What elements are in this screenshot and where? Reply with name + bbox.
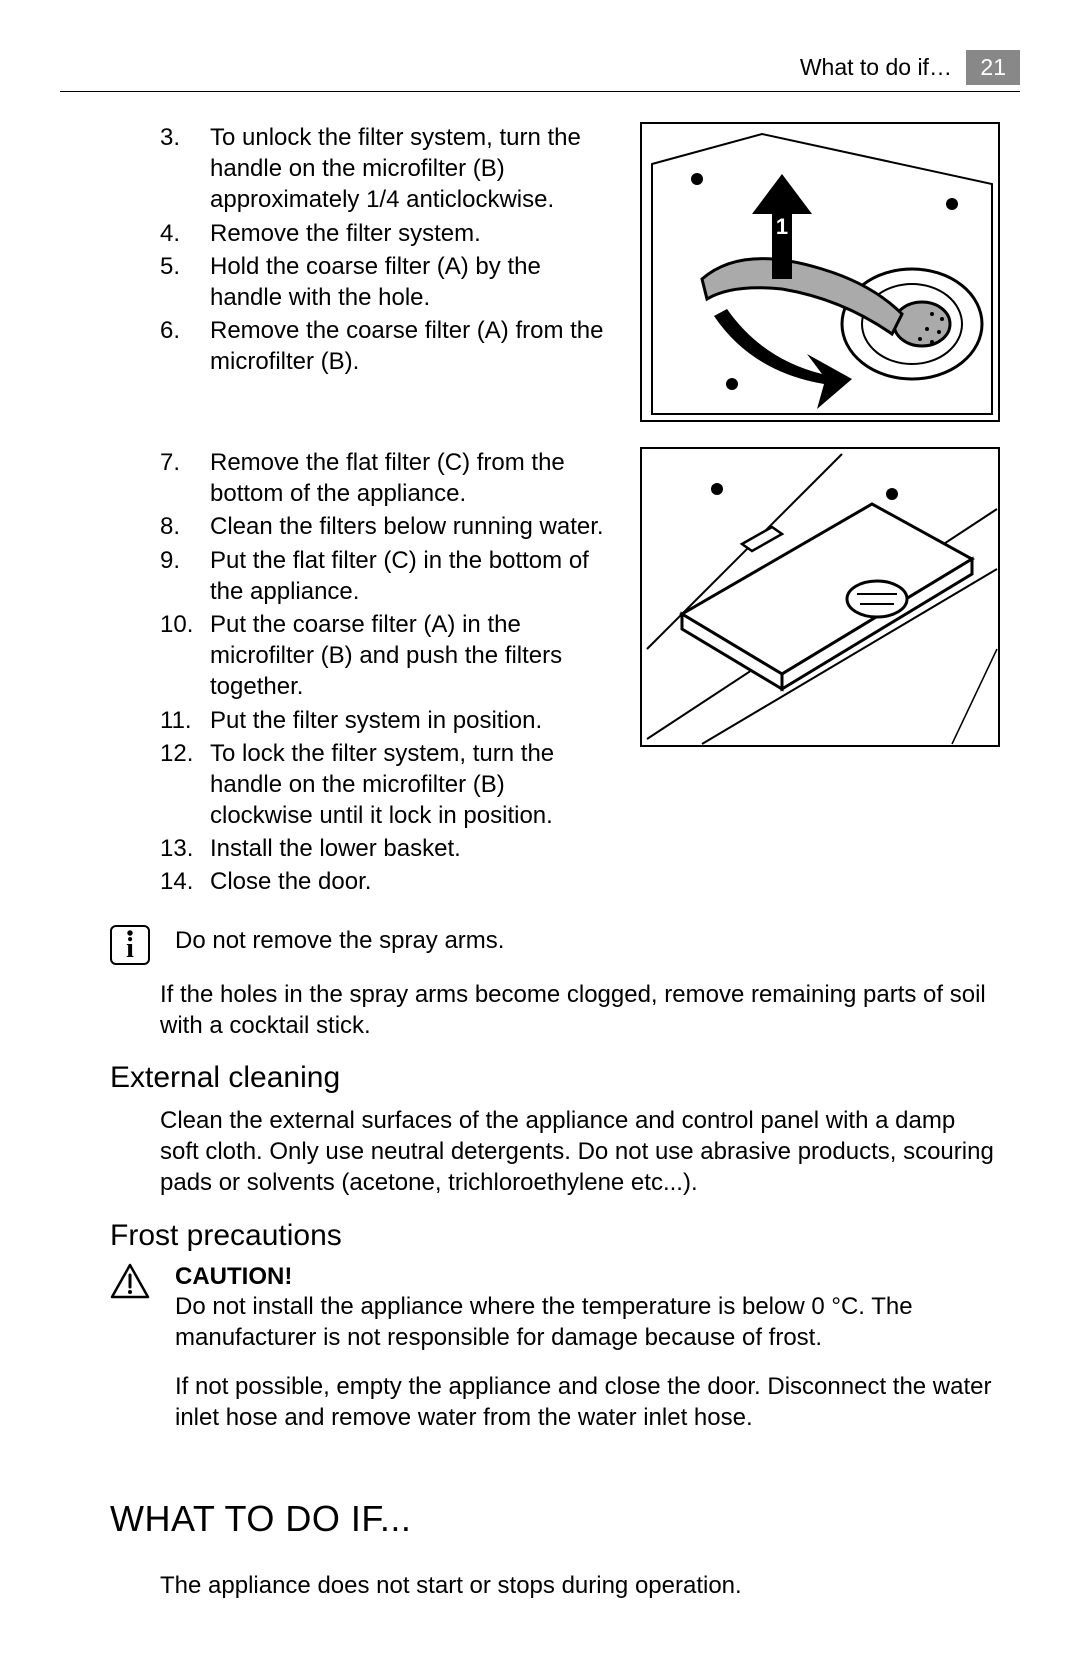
- list-item: 12.To lock the filter system, turn the h…: [160, 738, 610, 832]
- list-item: 8.Clean the filters below running water.: [160, 511, 610, 542]
- figure-filter-unlock: 1 2: [640, 122, 1000, 422]
- subheading-frost-precautions: Frost precautions: [110, 1219, 1020, 1253]
- list-item: 4.Remove the filter system.: [160, 218, 610, 249]
- external-cleaning-paragraph: Clean the external surfaces of the appli…: [160, 1105, 1000, 1199]
- info-note: Do not remove the spray arms.: [175, 925, 504, 956]
- list-item: 13.Install the lower basket.: [160, 833, 610, 864]
- page-header: What to do if… 21: [60, 50, 1020, 92]
- warning-icon: [110, 1263, 150, 1299]
- list-item: 10.Put the coarse filter (A) in the micr…: [160, 609, 610, 703]
- figure-flat-filter: [640, 447, 1000, 747]
- header-page-number: 21: [966, 50, 1020, 85]
- caution-label: CAUTION!: [175, 1263, 1000, 1291]
- list-item: 9.Put the flat filter (C) in the bottom …: [160, 545, 610, 607]
- caution-body: Do not install the appliance where the t…: [175, 1291, 1000, 1353]
- list-item: 6.Remove the coarse filter (A) from the …: [160, 315, 610, 377]
- main-heading-what-to-do: WHAT TO DO IF...: [110, 1498, 1020, 1540]
- info-icon: i: [110, 925, 150, 965]
- svg-text:1: 1: [776, 214, 788, 239]
- svg-text:2: 2: [756, 319, 768, 344]
- spray-arms-paragraph: If the holes in the spray arms become cl…: [160, 979, 1000, 1041]
- what-to-do-paragraph: The appliance does not start or stops du…: [160, 1570, 1000, 1601]
- steps-list-b: 7.Remove the flat filter (C) from the bo…: [160, 447, 610, 898]
- frost-paragraph-2: If not possible, empty the appliance and…: [175, 1371, 1000, 1433]
- list-item: 11.Put the filter system in position.: [160, 705, 610, 736]
- steps-list-a: 3.To unlock the filter system, turn the …: [160, 122, 610, 378]
- header-section-title: What to do if…: [800, 54, 952, 80]
- list-item: 14.Close the door.: [160, 866, 610, 897]
- subheading-external-cleaning: External cleaning: [110, 1061, 1020, 1095]
- list-item: 7.Remove the flat filter (C) from the bo…: [160, 447, 610, 509]
- list-item: 3.To unlock the filter system, turn the …: [160, 122, 610, 216]
- list-item: 5.Hold the coarse filter (A) by the hand…: [160, 251, 610, 313]
